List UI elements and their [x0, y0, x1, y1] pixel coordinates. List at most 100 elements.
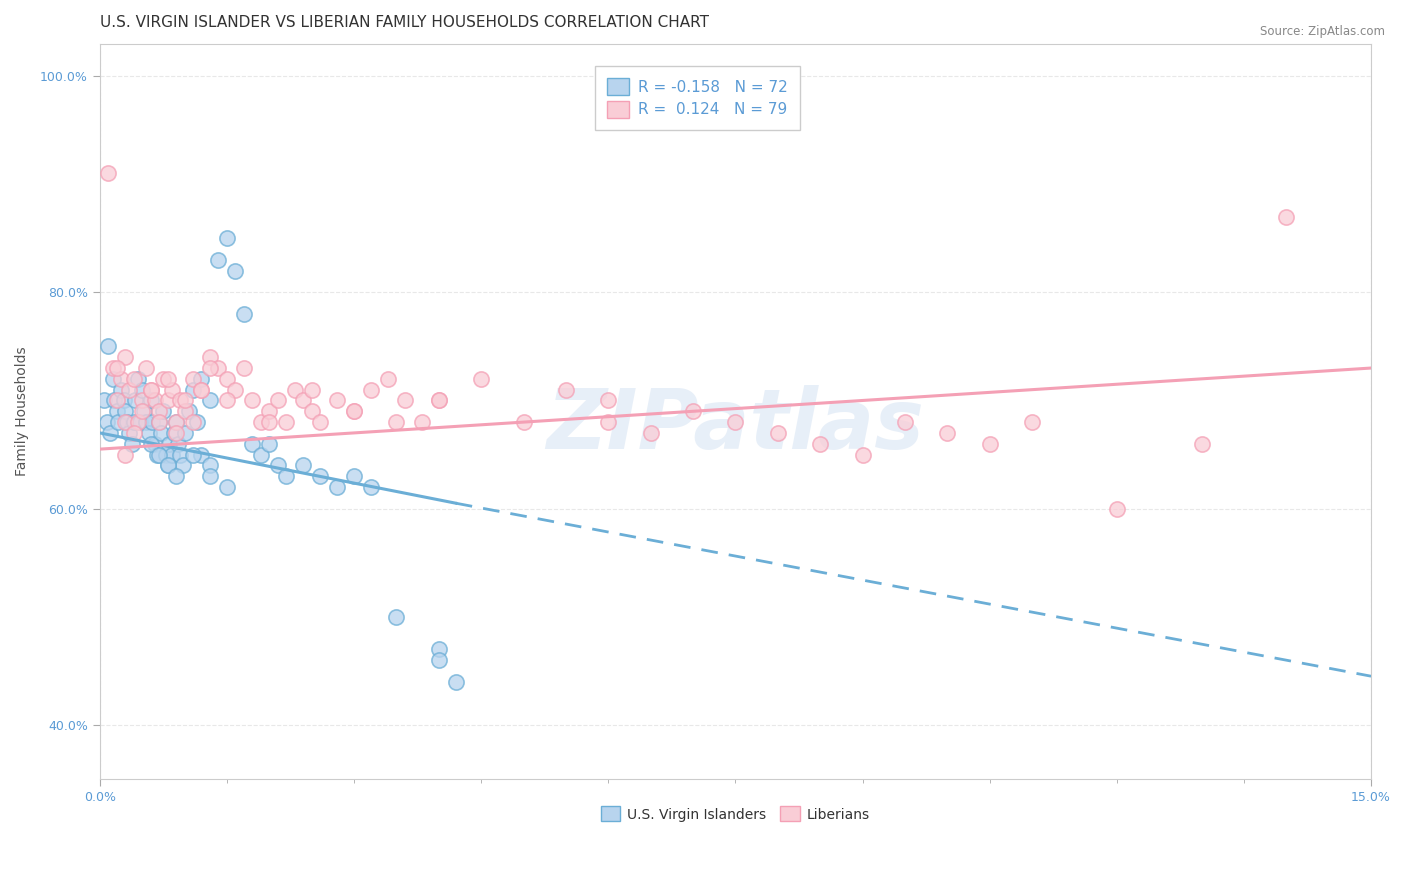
Point — [156, 393, 179, 408]
Point — [156, 458, 179, 473]
Point — [766, 425, 789, 440]
Point — [148, 415, 170, 429]
Point — [385, 609, 408, 624]
Point — [190, 448, 212, 462]
Point — [114, 415, 136, 429]
Point — [309, 469, 332, 483]
Point — [101, 372, 124, 386]
Point — [98, 425, 121, 440]
Point — [224, 264, 246, 278]
Point — [181, 372, 204, 386]
Point — [156, 372, 179, 386]
Point — [166, 436, 188, 450]
Point — [139, 383, 162, 397]
Point — [343, 404, 366, 418]
Point — [190, 383, 212, 397]
Point — [181, 415, 204, 429]
Point — [173, 404, 195, 418]
Point — [1275, 210, 1298, 224]
Point — [1021, 415, 1043, 429]
Point — [276, 415, 298, 429]
Point — [427, 393, 450, 408]
Point — [259, 404, 281, 418]
Point — [198, 469, 221, 483]
Point — [160, 448, 183, 462]
Point — [598, 393, 620, 408]
Point — [139, 436, 162, 450]
Point — [96, 415, 118, 429]
Point — [148, 415, 170, 429]
Point — [427, 653, 450, 667]
Point — [292, 458, 315, 473]
Point — [232, 361, 254, 376]
Point — [470, 372, 492, 386]
Point — [427, 642, 450, 657]
Point — [343, 404, 366, 418]
Point — [135, 361, 157, 376]
Point — [97, 339, 120, 353]
Point — [326, 393, 349, 408]
Point — [851, 448, 873, 462]
Point — [979, 436, 1001, 450]
Point — [93, 393, 115, 408]
Point — [97, 166, 120, 180]
Point — [190, 372, 212, 386]
Point — [198, 350, 221, 364]
Point — [250, 448, 273, 462]
Point — [112, 393, 135, 408]
Point — [411, 415, 433, 429]
Point — [936, 425, 959, 440]
Point — [215, 393, 238, 408]
Point — [512, 415, 534, 429]
Point — [190, 383, 212, 397]
Point — [110, 383, 132, 397]
Point — [309, 415, 332, 429]
Point — [301, 404, 323, 418]
Point — [155, 448, 177, 462]
Point — [198, 458, 221, 473]
Point — [267, 393, 290, 408]
Point — [1191, 436, 1213, 450]
Point — [146, 448, 169, 462]
Point — [181, 448, 204, 462]
Point — [131, 393, 153, 408]
Legend: U.S. Virgin Islanders, Liberians: U.S. Virgin Islanders, Liberians — [595, 801, 876, 827]
Point — [157, 436, 180, 450]
Point — [105, 361, 128, 376]
Point — [724, 415, 747, 429]
Point — [165, 469, 187, 483]
Point — [107, 415, 129, 429]
Point — [207, 252, 229, 267]
Point — [173, 425, 195, 440]
Point — [1105, 501, 1128, 516]
Point — [360, 383, 382, 397]
Point — [124, 393, 146, 408]
Point — [135, 415, 157, 429]
Point — [165, 415, 187, 429]
Point — [114, 404, 136, 418]
Point — [427, 393, 450, 408]
Point — [152, 372, 174, 386]
Point — [115, 415, 138, 429]
Point — [114, 350, 136, 364]
Point — [444, 674, 467, 689]
Point — [470, 793, 492, 807]
Point — [240, 436, 263, 450]
Point — [156, 458, 179, 473]
Point — [267, 458, 290, 473]
Point — [284, 383, 307, 397]
Point — [232, 307, 254, 321]
Point — [138, 425, 160, 440]
Point — [110, 372, 132, 386]
Point — [215, 231, 238, 245]
Point — [215, 480, 238, 494]
Point — [186, 415, 208, 429]
Point — [114, 448, 136, 462]
Point — [143, 436, 166, 450]
Point — [139, 383, 162, 397]
Point — [894, 415, 917, 429]
Point — [131, 404, 153, 418]
Point — [240, 393, 263, 408]
Point — [385, 415, 408, 429]
Point — [129, 415, 152, 429]
